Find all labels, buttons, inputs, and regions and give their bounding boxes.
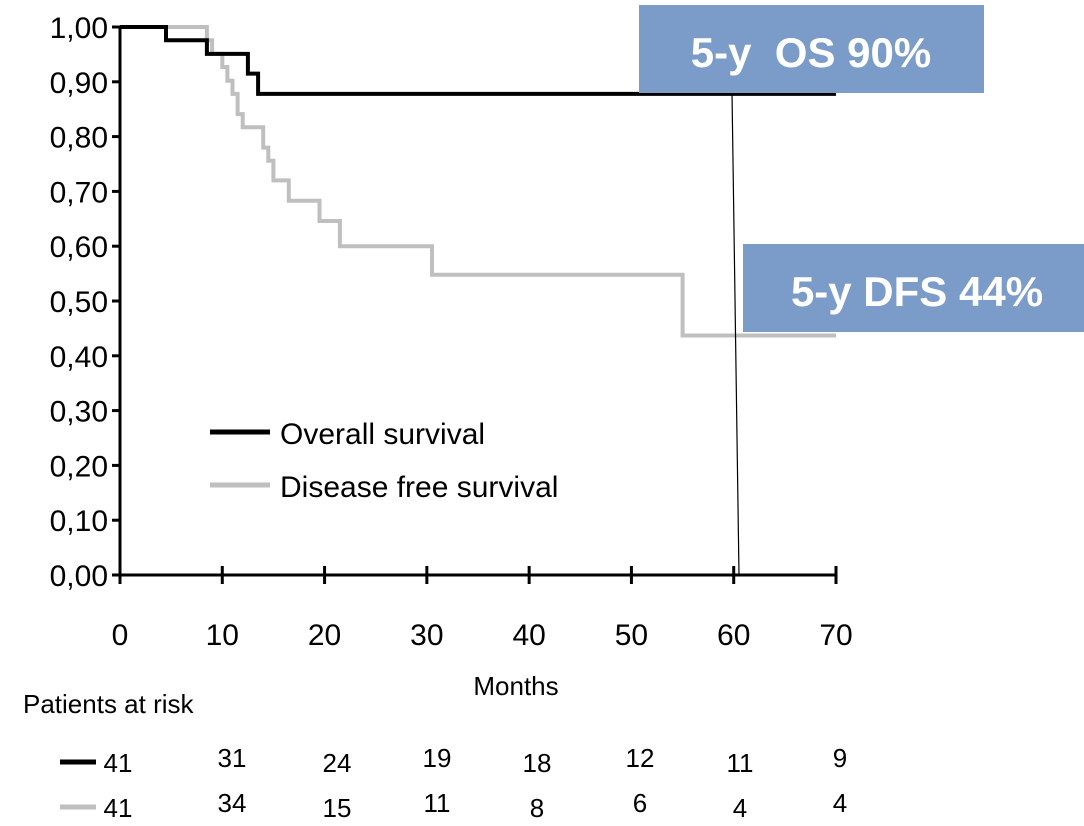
series-layer xyxy=(120,25,836,338)
risk-table-cell: 9 xyxy=(833,743,847,773)
x-ticks: 0 10 20 30 40 50 60 70 xyxy=(112,566,853,652)
x-tick-label: 40 xyxy=(512,619,545,652)
risk-table-cell: 11 xyxy=(424,788,451,818)
y-tick-label: 0,60 xyxy=(50,231,108,264)
y-tick-label: 0,70 xyxy=(50,176,108,209)
x-tick-label: 50 xyxy=(615,619,648,652)
risk-table: Patients at risk 41 31 24 19 18 12 11 9 41 34 15 11… xyxy=(23,689,847,823)
risk-table-title: Patients at risk xyxy=(23,689,195,719)
risk-rows: 41 31 24 19 18 12 11 9 41 34 15 11 8 6 4 4 xyxy=(60,743,847,823)
legend: Overall survival Disease free survival xyxy=(210,418,558,504)
legend-label-disease-free-survival: Disease free survival xyxy=(280,471,558,504)
risk-table-cell: 12 xyxy=(626,743,655,773)
x-tick-label: 60 xyxy=(717,619,750,652)
y-tick-label: 0,50 xyxy=(50,286,108,319)
plot-area: 0,00 0,10 0,20 0,30 0,40 0,50 0,60 0,70 0,80 0,90… xyxy=(50,12,853,652)
y-tick-label: 0,10 xyxy=(50,505,108,538)
x-tick-label: 0 xyxy=(112,619,129,652)
risk-table-cell: 8 xyxy=(530,793,544,823)
five-year-marker-line xyxy=(731,91,740,576)
y-tick-label: 0,20 xyxy=(50,450,108,483)
y-tick-label: 0,30 xyxy=(50,396,108,429)
risk-table-cell: 4 xyxy=(833,788,847,818)
os-callout: 5-y OS 90% xyxy=(639,5,984,93)
risk-table-cell: 11 xyxy=(727,748,754,778)
dfs-callout: 5-y DFS 44% xyxy=(743,244,1084,332)
os-callout-text: 5-y OS 90% xyxy=(691,29,931,76)
dfs-callout-text: 5-y DFS 44% xyxy=(791,268,1043,315)
risk-table-cell: 34 xyxy=(218,788,247,818)
y-tick-label: 0,00 xyxy=(50,560,108,593)
y-tick-label: 0,40 xyxy=(50,341,108,374)
series-line-overall-survival xyxy=(120,25,836,96)
risk-table-cell: 41 xyxy=(104,793,133,823)
y-tick-label: 0,80 xyxy=(50,122,108,155)
y-ticks: 0,00 0,10 0,20 0,30 0,40 0,50 0,60 0,70 0,80 0,90… xyxy=(50,12,120,593)
os-callout-box xyxy=(639,5,984,93)
risk-table-cell: 24 xyxy=(323,748,352,778)
y-tick-label: 0,90 xyxy=(50,67,108,100)
risk-table-cell: 15 xyxy=(323,793,352,823)
x-tick-label: 20 xyxy=(308,619,341,652)
risk-table-cell: 18 xyxy=(523,748,552,778)
x-tick-label: 10 xyxy=(206,619,239,652)
series-line-disease-free-survival xyxy=(120,25,836,338)
risk-table-cell: 4 xyxy=(733,793,747,823)
risk-table-cell: 6 xyxy=(633,788,647,818)
risk-table-cell: 31 xyxy=(218,743,247,773)
y-tick-label: 1,00 xyxy=(50,12,108,45)
risk-table-cell: 41 xyxy=(104,748,133,778)
x-tick-label: 30 xyxy=(410,619,443,652)
risk-table-cell: 19 xyxy=(423,743,452,773)
x-axis-title: Months xyxy=(473,671,558,701)
dfs-callout-box xyxy=(743,244,1084,332)
x-tick-label: 70 xyxy=(819,619,852,652)
legend-label-overall-survival: Overall survival xyxy=(280,418,485,451)
